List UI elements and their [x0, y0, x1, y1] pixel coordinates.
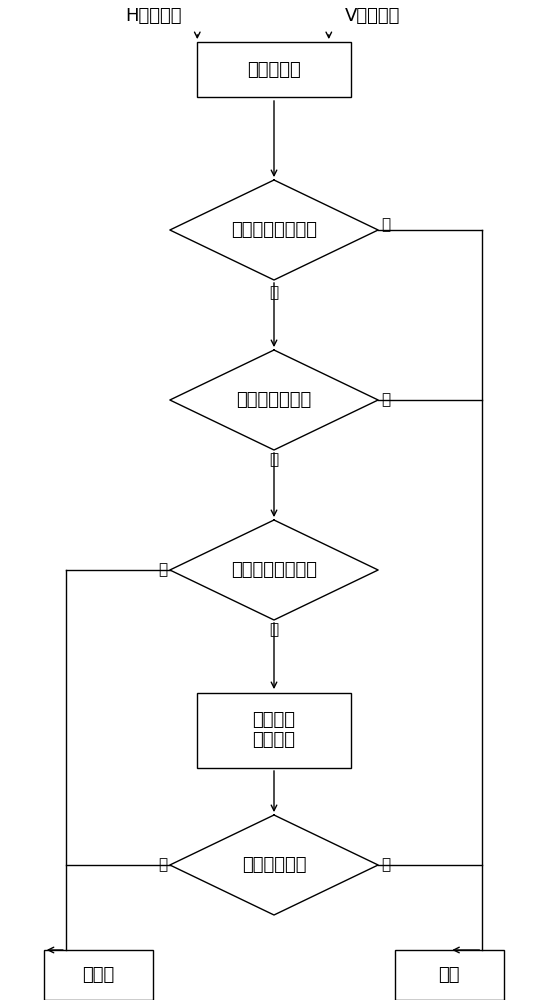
- Text: 检出: 检出: [438, 966, 460, 984]
- Text: 否: 否: [158, 562, 167, 578]
- Text: 相位分集
加权叠加: 相位分集 加权叠加: [253, 711, 295, 749]
- Text: 是: 是: [381, 857, 390, 872]
- Text: 检出点集合: 检出点集合: [247, 61, 301, 79]
- Text: H通道信号: H通道信号: [125, 7, 182, 25]
- Text: V通道信号: V通道信号: [345, 7, 401, 25]
- FancyBboxPatch shape: [197, 692, 351, 768]
- Text: 是: 是: [270, 622, 278, 637]
- Text: 否: 否: [270, 285, 278, 300]
- Text: 否: 否: [158, 857, 167, 872]
- Text: 存在超过低门限？: 存在超过低门限？: [231, 561, 317, 579]
- Text: 是: 是: [381, 218, 390, 232]
- Text: 存在超过高门限？: 存在超过高门限？: [231, 221, 317, 239]
- FancyBboxPatch shape: [197, 42, 351, 97]
- Text: 均超过低门限？: 均超过低门限？: [236, 391, 312, 409]
- FancyBboxPatch shape: [44, 950, 153, 1000]
- Text: 未检出: 未检出: [83, 966, 115, 984]
- Text: 超过高门限？: 超过高门限？: [242, 856, 306, 874]
- Text: 是: 是: [381, 392, 390, 408]
- FancyBboxPatch shape: [395, 950, 504, 1000]
- Text: 否: 否: [270, 452, 278, 467]
